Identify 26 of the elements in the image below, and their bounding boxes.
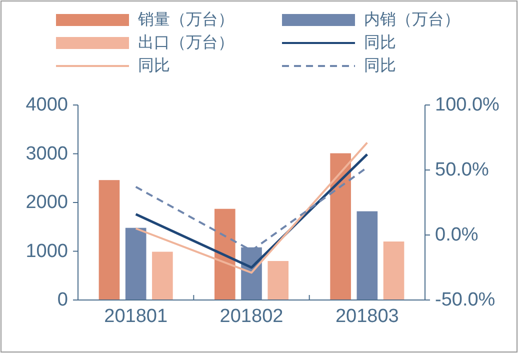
bar bbox=[214, 208, 236, 300]
bar bbox=[383, 242, 404, 300]
y-tick-label: 3000 bbox=[26, 143, 68, 164]
y-tick-label: 4000 bbox=[26, 94, 68, 116]
y2-tick-label: -50.0% bbox=[435, 290, 496, 310]
y-tick-label: 0 bbox=[57, 290, 68, 310]
legend-label: 销量（万台） bbox=[137, 10, 234, 28]
legend-label: 出口（万台） bbox=[138, 34, 234, 52]
y-tick-label: 2000 bbox=[26, 192, 68, 213]
legend-label: 同比 bbox=[364, 56, 396, 74]
y2-tick-label: 100.0% bbox=[435, 94, 500, 116]
legend-label: 同比 bbox=[138, 56, 170, 74]
x-tick-label: 201802 bbox=[220, 306, 284, 327]
legend-label: 内销（万台） bbox=[364, 10, 460, 28]
y2-tick-label: 0.0% bbox=[435, 224, 478, 246]
legend-label: 同比 bbox=[364, 34, 396, 52]
bar bbox=[268, 261, 289, 300]
bar bbox=[98, 180, 120, 300]
y-tick-label: 1000 bbox=[26, 240, 68, 262]
bar bbox=[356, 211, 378, 300]
bar bbox=[152, 252, 173, 300]
y2-tick-label: 50.0% bbox=[435, 160, 489, 180]
x-tick-label: 201801 bbox=[104, 306, 168, 327]
bar bbox=[330, 153, 351, 300]
x-tick-label: 201803 bbox=[335, 306, 399, 327]
bar bbox=[125, 228, 146, 300]
